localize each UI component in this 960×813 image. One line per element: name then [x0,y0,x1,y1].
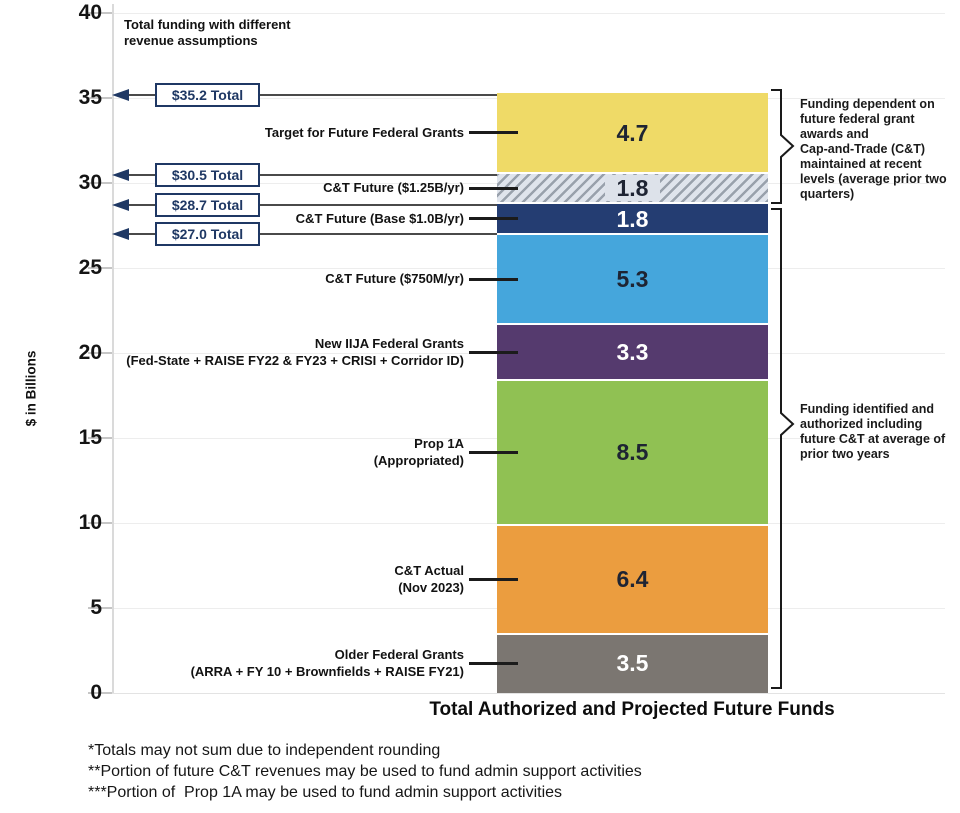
segment-separator [497,233,768,235]
total-callout-box: $27.0 Total [155,222,260,246]
footnote-3: ***Portion of Prop 1A may be used to fun… [88,784,563,801]
label-connector-line [469,577,518,581]
y-tick-label: 25 [78,256,102,279]
total-callout-box: $28.7 Total [155,193,260,218]
segment-value: 1.8 [616,205,649,232]
y-tick [88,692,112,694]
total-arrow-icon [112,199,129,212]
total-callout-box: $30.5 Total [155,162,260,187]
y-tick [88,437,112,439]
y-tick [88,267,112,269]
bar-segment-3 [497,380,768,525]
y-tick [88,182,112,184]
y-tick-label: 20 [78,341,102,364]
bar-segment-1 [497,633,768,693]
segment-label: C&T Future (Base $1.0B/yr) [295,210,464,226]
label-connector-line [469,131,518,135]
y-tick-label: 40 [78,1,102,24]
segment-separator [497,202,768,205]
label-connector-line [469,277,518,281]
segment-label: Prop 1A (Appropriated) [373,436,464,469]
y-tick [88,97,112,99]
total-line [116,204,497,207]
segment-label: C&T Future ($1.25B/yr) [323,180,464,196]
total-arrow-icon [112,168,129,181]
bar-segment-5 [497,234,768,325]
y-tick-label: 5 [90,596,102,619]
label-connector-line [469,450,518,454]
chart-note: Total funding with different revenue ass… [124,17,291,48]
segment-value: 3.3 [616,339,649,366]
segment-separator [497,379,768,382]
label-connector-line [469,217,518,221]
bar-segment-4 [497,324,768,381]
footnote-1: *Totals may not sum due to independent r… [88,742,441,759]
footnotes: *Totals may not sum due to independent r… [88,740,642,803]
segment-separator [497,632,768,635]
segment-value: 5.3 [616,266,649,293]
y-tick-label: 35 [78,86,102,109]
total-arrow-icon [112,88,129,101]
y-tick [88,522,112,524]
segment-label: C&T Actual (Nov 2023) [394,563,464,596]
segment-value: 3.5 [616,650,649,677]
gridline [112,693,945,694]
segment-value: 4.7 [616,119,649,146]
segment-label: New IIJA Federal Grants (Fed-State + RAIS… [126,336,464,369]
x-axis-title: Total Authorized and Projected Future Fu… [429,699,835,720]
label-connector-line [469,186,518,190]
y-tick [88,607,112,609]
bottom-brace-annotation: Funding identified and authorized includ… [800,402,946,461]
label-connector-line [469,350,518,354]
y-tick-label: 30 [78,171,102,194]
y-tick-label: 0 [90,681,102,704]
top-brace-annotation: Funding dependent on future federal gran… [800,97,947,201]
segment-separator [497,171,768,174]
bar-segment-2 [497,524,768,634]
segment-separator [497,323,768,326]
gridline [112,13,945,14]
bar-segment-6 [497,203,768,234]
total-line [116,173,497,176]
bar-segment-8 [497,92,768,173]
segment-value: 8.5 [616,439,649,466]
y-tick-label: 15 [78,426,102,449]
y-tick-label: 10 [78,511,102,534]
total-line [116,233,497,235]
segment-label: Target for Future Federal Grants [264,124,464,140]
segment-value: 6.4 [616,566,649,593]
segment-label: Older Federal Grants (ARRA + FY 10 + Brow… [190,647,464,680]
total-callout-box: $35.2 Total [155,82,260,107]
y-tick [88,352,112,354]
segment-label: C&T Future ($750M/yr) [325,271,464,287]
y-axis-line [112,4,114,693]
segment-separator [497,523,768,526]
value-chip: 1.8 [604,175,661,202]
total-arrow-icon [112,228,129,240]
label-connector-line [469,661,518,665]
segment-value: 1.8 [497,174,768,202]
y-tick [88,12,112,14]
total-line [116,93,497,96]
footnote-2: **Portion of future C&T revenues may be … [88,763,642,780]
